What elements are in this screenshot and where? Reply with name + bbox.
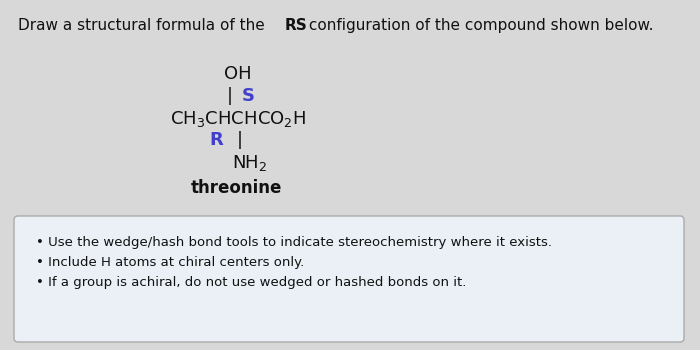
Text: threonine: threonine (190, 179, 281, 197)
Text: S: S (241, 87, 255, 105)
FancyBboxPatch shape (14, 216, 684, 342)
Text: CH$_3$CHCHCO$_2$H: CH$_3$CHCHCO$_2$H (170, 109, 306, 129)
Text: configuration of the compound shown below.: configuration of the compound shown belo… (304, 18, 654, 33)
Text: OH: OH (224, 65, 252, 83)
Text: R: R (209, 131, 223, 149)
Text: |: | (227, 87, 233, 105)
Text: RS: RS (285, 18, 308, 33)
Text: |: | (237, 131, 243, 149)
Text: • Include H atoms at chiral centers only.: • Include H atoms at chiral centers only… (36, 256, 304, 269)
Text: NH$_2$: NH$_2$ (232, 153, 267, 173)
Text: Draw a structural formula of the: Draw a structural formula of the (18, 18, 270, 33)
Text: • If a group is achiral, do not use wedged or hashed bonds on it.: • If a group is achiral, do not use wedg… (36, 276, 466, 289)
Text: • Use the wedge/hash bond tools to indicate stereochemistry where it exists.: • Use the wedge/hash bond tools to indic… (36, 236, 552, 249)
